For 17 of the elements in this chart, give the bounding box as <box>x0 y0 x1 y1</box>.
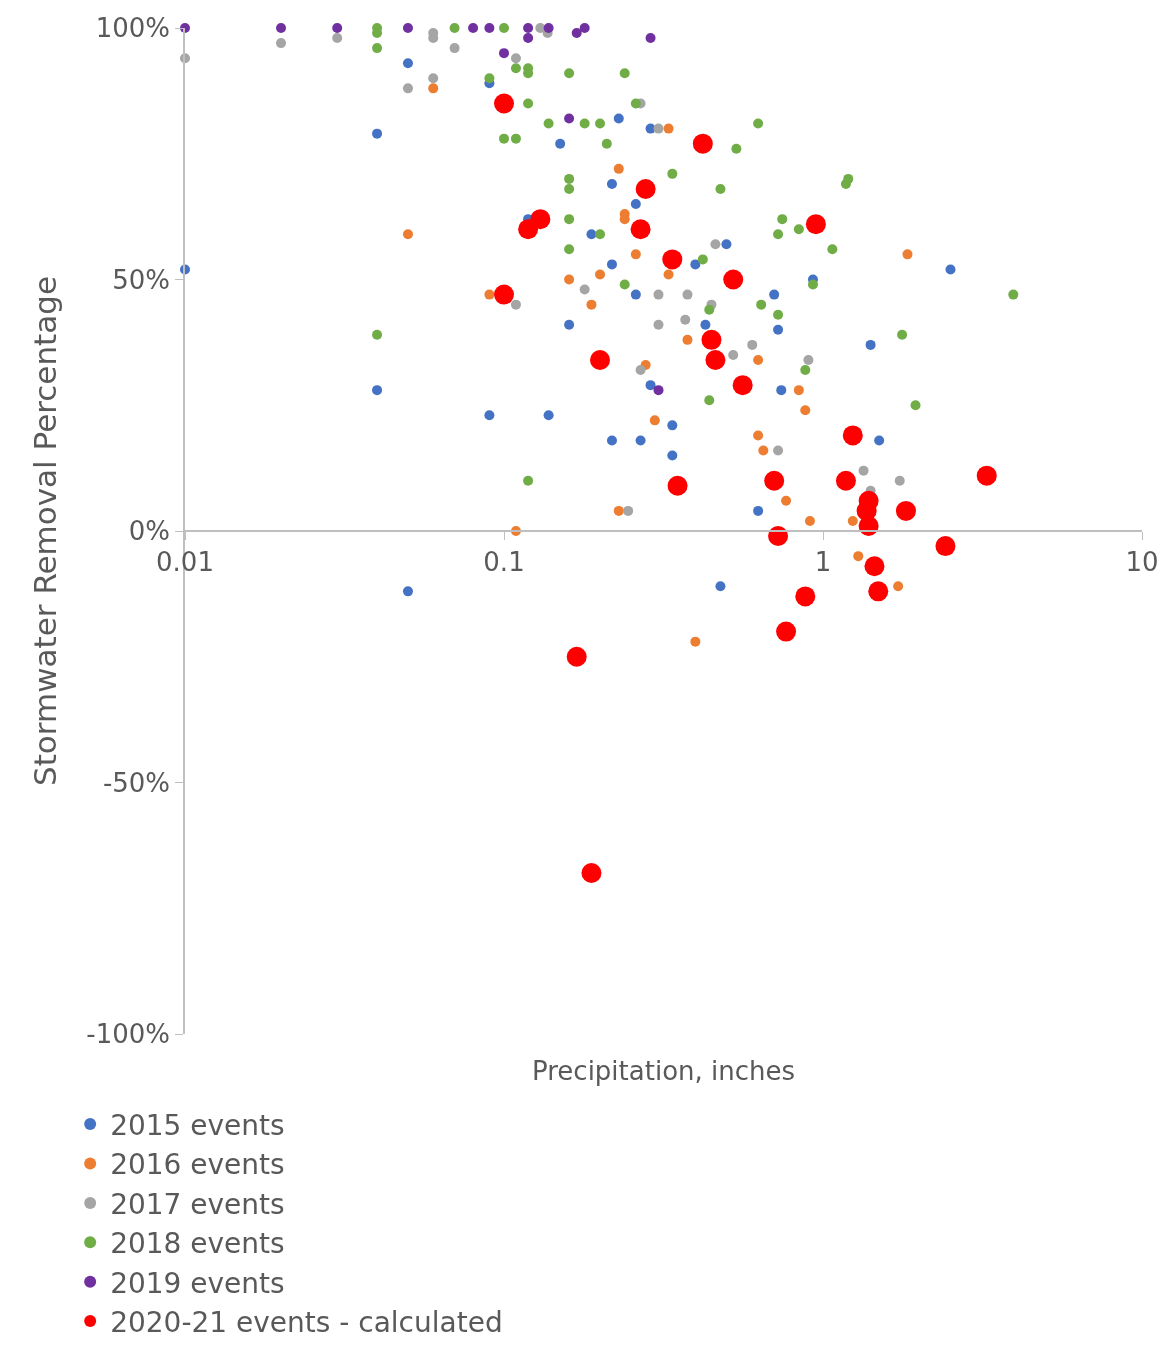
x-tick-label: 1 <box>814 546 832 577</box>
x-tick-label: 0.1 <box>483 546 525 577</box>
y-axis-title: Stormwater Removal Percentage <box>27 276 64 786</box>
x-axis-title: Precipitation, inches <box>532 1056 796 1086</box>
legend-label: 2020-21 events - calculated <box>110 1306 503 1340</box>
y-tick-label: -100% <box>86 1019 171 1050</box>
legend-label: 2015 events <box>110 1109 285 1143</box>
y-tick-label: 50% <box>112 264 171 295</box>
x-tick-label: 10 <box>1125 546 1159 577</box>
legend-label: 2019 events <box>110 1266 285 1300</box>
legend-label: 2016 events <box>110 1148 285 1182</box>
y-tick-label: -50% <box>102 767 171 798</box>
legend-label: 2018 events <box>110 1227 285 1261</box>
y-tick-label: 100% <box>95 13 171 44</box>
legend-label: 2017 events <box>110 1187 285 1221</box>
x-tick-label: 0.01 <box>156 546 214 577</box>
y-tick-label: 0% <box>128 516 171 547</box>
